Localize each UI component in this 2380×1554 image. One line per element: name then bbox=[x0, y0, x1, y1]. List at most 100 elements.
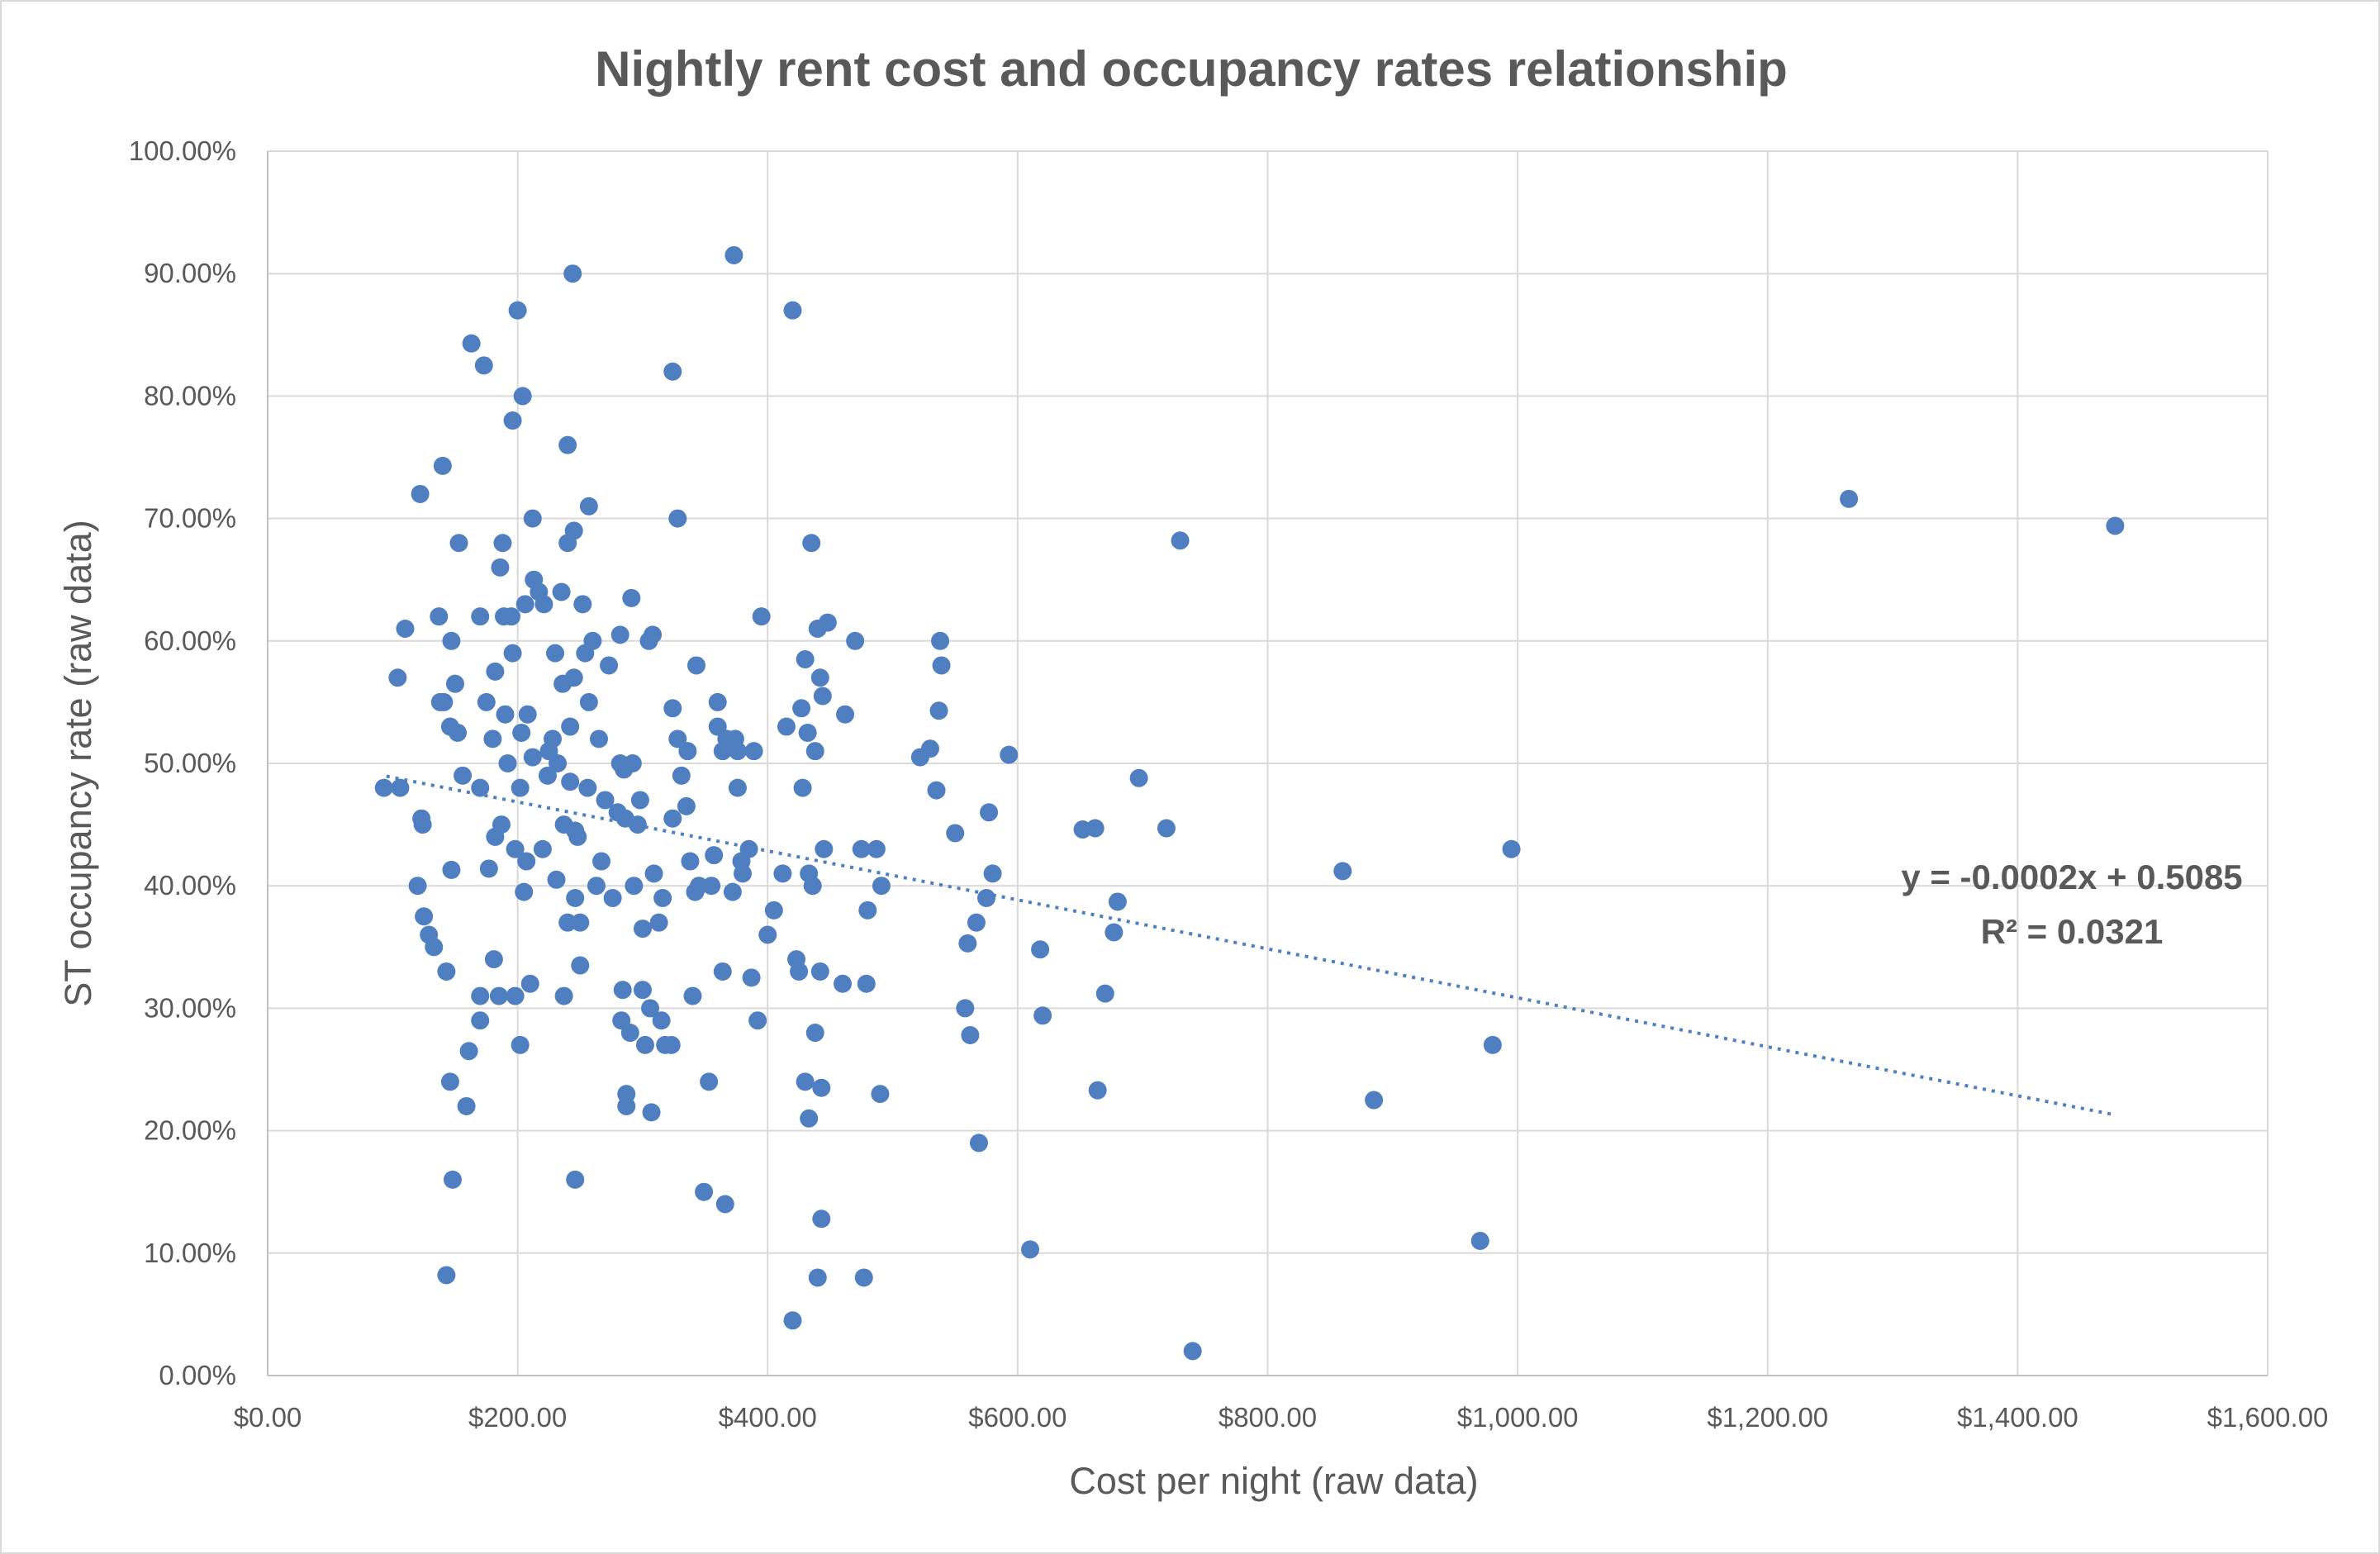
y-tick-label: 0.00% bbox=[159, 1360, 236, 1390]
data-point bbox=[483, 729, 502, 748]
data-point bbox=[471, 986, 490, 1005]
data-point bbox=[758, 925, 777, 944]
x-tick-label: $1,400.00 bbox=[1957, 1402, 2078, 1433]
data-point bbox=[690, 877, 709, 896]
x-tick-label: $200.00 bbox=[468, 1402, 567, 1433]
data-point bbox=[793, 778, 812, 797]
tick-labels: 0.00% 10.00% 20.00% 30.00% 40.00% 50.00% 60.00… bbox=[129, 135, 2329, 1433]
data-point bbox=[724, 245, 743, 264]
data-point bbox=[374, 778, 393, 797]
x-tick-label: $1,200.00 bbox=[1707, 1402, 1828, 1433]
data-point bbox=[449, 534, 468, 553]
data-point bbox=[642, 1103, 661, 1122]
y-tick-label: 40.00% bbox=[144, 870, 236, 901]
data-point bbox=[956, 999, 975, 1018]
data-point bbox=[980, 803, 999, 822]
data-point bbox=[683, 986, 702, 1005]
data-point bbox=[448, 723, 467, 742]
data-point bbox=[442, 860, 461, 879]
data-point bbox=[413, 815, 432, 834]
data-point bbox=[946, 824, 965, 843]
data-point bbox=[622, 588, 641, 607]
data-point bbox=[425, 938, 444, 957]
data-point bbox=[1104, 923, 1123, 942]
data-point bbox=[805, 742, 824, 761]
data-point bbox=[644, 864, 663, 883]
data-point bbox=[628, 815, 647, 834]
data-point bbox=[927, 781, 946, 800]
data-point bbox=[568, 827, 587, 846]
data-point bbox=[967, 913, 986, 932]
x-tick-label: $600.00 bbox=[968, 1402, 1066, 1433]
data-point bbox=[663, 699, 682, 718]
data-point bbox=[1085, 819, 1104, 838]
data-point bbox=[852, 839, 871, 858]
data-point bbox=[867, 839, 886, 858]
data-point bbox=[748, 1011, 767, 1030]
data-point bbox=[513, 387, 532, 406]
data-point bbox=[1483, 1035, 1502, 1054]
data-point bbox=[538, 766, 557, 785]
data-point bbox=[663, 362, 682, 381]
data-point bbox=[603, 889, 622, 908]
data-point bbox=[633, 981, 652, 1000]
data-point bbox=[1171, 531, 1190, 550]
data-point bbox=[471, 607, 490, 626]
y-axis-label: ST occupancy rate (raw data) bbox=[57, 520, 99, 1006]
data-point bbox=[1840, 489, 1859, 508]
data-point bbox=[515, 882, 534, 901]
data-point bbox=[812, 1078, 831, 1097]
data-point bbox=[566, 1170, 585, 1189]
data-point bbox=[668, 509, 687, 528]
data-point bbox=[1031, 940, 1050, 959]
x-tick-label: $400.00 bbox=[719, 1402, 817, 1433]
data-point bbox=[511, 1035, 530, 1054]
data-point bbox=[668, 729, 687, 748]
data-point bbox=[723, 882, 742, 901]
data-point bbox=[677, 796, 696, 815]
data-point bbox=[805, 1024, 824, 1043]
y-tick-label: 10.00% bbox=[144, 1238, 236, 1268]
data-point bbox=[546, 644, 565, 663]
data-point bbox=[600, 656, 619, 675]
trendline-equation: y = -0.0002x + 0.5085 bbox=[1901, 858, 2242, 896]
data-point bbox=[486, 662, 505, 681]
data-point bbox=[961, 1026, 980, 1045]
data-point bbox=[518, 705, 537, 724]
data-point bbox=[613, 981, 632, 1000]
trendline bbox=[386, 774, 2116, 1117]
data-point bbox=[858, 901, 877, 920]
data-point bbox=[733, 864, 752, 883]
data-point bbox=[511, 778, 530, 797]
data-point bbox=[810, 668, 829, 687]
data-point bbox=[929, 701, 948, 720]
data-point bbox=[437, 1266, 456, 1285]
data-point bbox=[1088, 1081, 1107, 1100]
data-point bbox=[815, 839, 834, 858]
y-tick-label: 50.00% bbox=[144, 748, 236, 778]
trendline-r-squared: R² = 0.0321 bbox=[1981, 912, 2164, 951]
data-point bbox=[533, 839, 552, 858]
data-point bbox=[503, 411, 522, 430]
data-point bbox=[523, 509, 542, 528]
data-point bbox=[1502, 839, 1521, 858]
y-tick-label: 90.00% bbox=[144, 258, 236, 288]
y-tick-label: 100.00% bbox=[129, 135, 236, 166]
data-point bbox=[702, 877, 721, 896]
x-tick-label: $1,600.00 bbox=[2207, 1402, 2329, 1433]
data-point bbox=[620, 1024, 639, 1043]
data-point bbox=[818, 613, 837, 632]
data-point bbox=[969, 1133, 988, 1152]
data-point bbox=[552, 582, 571, 601]
data-point bbox=[508, 301, 527, 320]
data-point bbox=[571, 913, 590, 932]
data-point bbox=[554, 986, 573, 1005]
data-point bbox=[471, 1011, 490, 1030]
data-point bbox=[857, 974, 876, 993]
data-point bbox=[687, 656, 706, 675]
data-point bbox=[630, 791, 649, 810]
data-point bbox=[391, 778, 410, 797]
data-point bbox=[564, 668, 583, 687]
data-point bbox=[773, 864, 792, 883]
data-point bbox=[653, 889, 672, 908]
